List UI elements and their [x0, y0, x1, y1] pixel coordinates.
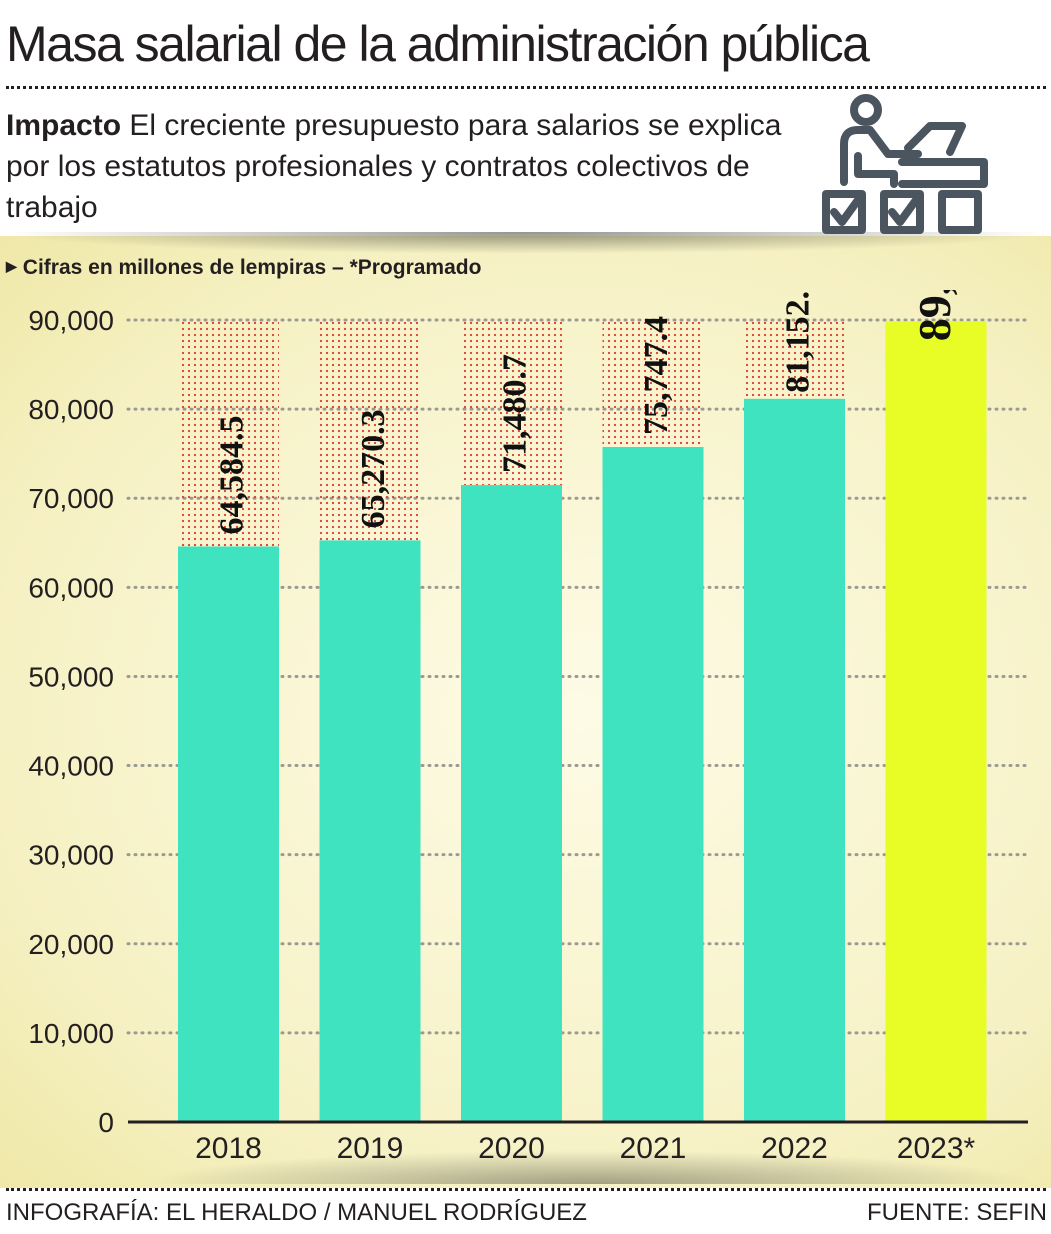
dotted-background [744, 320, 845, 399]
bar [602, 447, 704, 1123]
credit: INFOGRAFÍA: EL HERALDO / MANUEL RODRÍGUE… [6, 1199, 587, 1226]
subtitle: Impacto El creciente presupuesto para sa… [6, 105, 806, 228]
value-label: 65,270.3 [355, 409, 392, 528]
dotted-background [602, 320, 704, 448]
dotted-background [178, 320, 279, 547]
page-title: Masa salarial de la administración públi… [6, 16, 870, 72]
x-tick-label: 2022 [761, 1132, 828, 1165]
y-tick-label: 10,000 [28, 1018, 114, 1049]
bar [744, 398, 845, 1122]
x-tick-label: 2021 [620, 1132, 687, 1165]
value-label: 81,152.9 [780, 290, 817, 393]
bar [178, 546, 279, 1122]
bars [178, 321, 987, 1123]
chart-note: ▶ Cifras en millones de lempiras – *Progr… [6, 256, 481, 280]
y-tick-label: 50,000 [28, 661, 114, 692]
value-label: 64,584.5 [214, 415, 251, 534]
y-tick-label: 30,000 [28, 840, 114, 871]
y-tick-label: 80,000 [28, 394, 114, 425]
x-tick-label: 2018 [195, 1132, 262, 1165]
y-tick-label: 0 [98, 1107, 114, 1138]
bar [885, 321, 987, 1122]
note-text: Cifras en millones de lempiras – *Progra… [22, 256, 482, 279]
x-tick-label: 2023* [897, 1132, 976, 1165]
bar [319, 540, 421, 1122]
bar [461, 485, 562, 1122]
triangle-marker-icon: ▶ [6, 258, 17, 274]
y-tick-label: 70,000 [28, 483, 114, 514]
x-tick-label: 2019 [337, 1132, 404, 1165]
dotted-background [461, 320, 562, 486]
value-label: 71,480.7 [497, 354, 534, 473]
y-tick-label: 40,000 [28, 751, 114, 782]
y-tick-label: 90,000 [28, 305, 114, 336]
subtitle-text: El creciente presupuesto para salarios s… [6, 109, 782, 224]
x-tick-label: 2020 [478, 1132, 545, 1165]
dotted-background [319, 320, 421, 541]
worker-at-desk-checklist-icon [822, 94, 988, 234]
subtitle-lead: Impacto [6, 109, 122, 142]
y-tick-label: 20,000 [28, 929, 114, 960]
bar-chart: 0 10,000 20,000 30,000 40,000 50,000 60,000 70,… [28, 290, 1030, 1165]
footer-divider [6, 1188, 1046, 1191]
value-label: 89,866.4 [909, 290, 960, 341]
value-labels: 64,584.5 65,270.3 71,480.7 75,747.4 81,152.9… [214, 290, 961, 534]
gridlines [126, 318, 1030, 1035]
x-axis-labels: 2018 2019 2020 2021 2022 2023* [195, 1132, 975, 1165]
y-axis-labels: 0 10,000 20,000 30,000 40,000 50,000 60,000 70,… [28, 305, 114, 1138]
top-shadow [0, 232, 1051, 254]
value-label: 75,747.4 [638, 316, 675, 435]
source: FUENTE: SEFIN [866, 1199, 1047, 1226]
bottom-shadow [140, 1150, 1040, 1184]
title-divider [6, 86, 1046, 89]
dotted-backgrounds [178, 320, 845, 547]
y-tick-label: 60,000 [28, 572, 114, 603]
